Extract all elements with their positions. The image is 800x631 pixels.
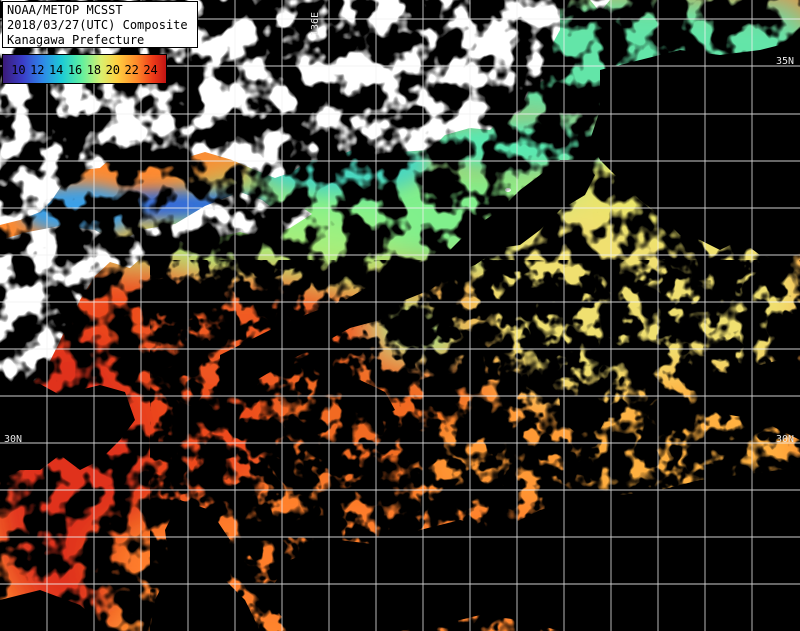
- cloud-speckle: [150, 260, 800, 631]
- legend-label-10: 10: [11, 63, 26, 77]
- source-agency: Kanagawa Prefecture: [7, 33, 145, 47]
- legend-label-20: 20: [105, 63, 121, 77]
- legend-label-14: 14: [48, 63, 64, 77]
- legend-label-24: 24: [143, 63, 158, 77]
- legend-labels: 10 12 14 16 18 20 22 24: [3, 63, 166, 77]
- latitude-label-right: 30N: [776, 434, 795, 445]
- longitude-label: 136E: [310, 11, 321, 36]
- legend-label-16: 16: [67, 63, 83, 77]
- temperature-color-legend: 10 12 14 16 18 20 22 24: [2, 54, 167, 84]
- satellite-product-title: NOAA/METOP MCSST: [7, 3, 123, 17]
- legend-label-22: 22: [124, 63, 139, 77]
- legend-label-18: 18: [86, 63, 102, 77]
- legend-label-12: 12: [30, 63, 45, 77]
- latitude-label-left: 30N: [4, 434, 23, 445]
- composite-date: 2018/03/27(UTC) Composite: [7, 18, 188, 32]
- map-title-box: NOAA/METOP MCSST 2018/03/27(UTC) Composi…: [2, 1, 198, 48]
- latitude-label-top-right: 35N: [776, 56, 795, 67]
